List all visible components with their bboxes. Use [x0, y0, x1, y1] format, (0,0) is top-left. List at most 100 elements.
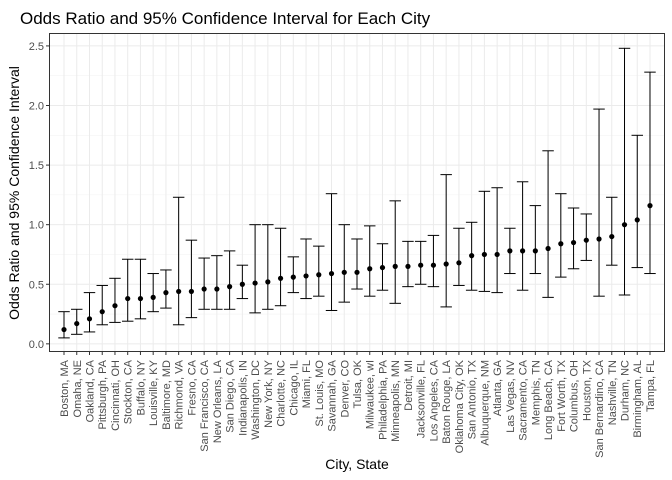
- estimate-point: [188, 288, 194, 295]
- estimate-point: [163, 290, 169, 296]
- x-tick-label: San Francisco, CA: [199, 359, 211, 451]
- error-bar: [427, 234, 440, 288]
- estimate-point: [367, 266, 373, 272]
- error-bar: [121, 258, 134, 322]
- estimate-point: [570, 239, 577, 246]
- x-tick-label: Fort Worth, TX: [556, 359, 568, 431]
- estimate-point: [609, 233, 615, 240]
- error-bar: [351, 238, 363, 290]
- estimate-point: [520, 248, 526, 254]
- error-bar: [274, 227, 287, 307]
- x-axis-title: City, State: [325, 456, 389, 472]
- estimate-point: [418, 262, 424, 268]
- x-tick-label: Tulsa, OK: [352, 359, 364, 408]
- error-bar: [134, 258, 147, 320]
- error-bar: [618, 47, 631, 296]
- error-bar: [567, 207, 580, 270]
- error-bar: [325, 193, 338, 311]
- error-bar: [631, 134, 643, 269]
- estimate-point: [252, 280, 258, 286]
- error-bar: [147, 273, 159, 313]
- x-tick-label: Durham, NC: [620, 360, 632, 421]
- error-bars: [58, 47, 656, 339]
- y-tick-label: 0.0: [29, 339, 44, 351]
- x-tick-label: Memphis, TN: [530, 360, 542, 425]
- estimate-point: [277, 275, 284, 281]
- estimate-point: [443, 261, 449, 267]
- y-tick-label: 0.5: [29, 279, 44, 291]
- x-tick-label: Birmingham, AL: [632, 360, 644, 438]
- x-tick-label: San Diego, CA: [225, 359, 237, 432]
- estimate-point: [265, 279, 271, 285]
- estimate-point: [290, 274, 296, 280]
- estimate-point: [201, 286, 207, 292]
- estimate-point: [86, 316, 93, 322]
- error-bar: [223, 250, 236, 310]
- grid-lines: [50, 34, 664, 351]
- estimate-point: [112, 303, 118, 309]
- error-bar: [516, 181, 529, 291]
- error-bar: [555, 193, 567, 278]
- error-bar: [453, 227, 465, 286]
- estimate-point: [621, 222, 628, 228]
- x-tick-label: Boston, MA: [59, 359, 71, 417]
- error-bar: [71, 308, 83, 335]
- x-tick-label: Jacksonville, FL: [416, 360, 428, 438]
- error-bar: [504, 227, 516, 275]
- estimate-point: [239, 281, 245, 287]
- estimate-point: [430, 262, 437, 268]
- x-tick-label: Chicago, IL: [288, 360, 300, 416]
- estimate-point: [61, 326, 67, 333]
- estimate-point: [137, 295, 144, 302]
- x-tick-label: Denver, CO: [339, 360, 351, 418]
- estimate-point: [303, 273, 309, 279]
- x-tick-label: Columbus, OH: [569, 360, 581, 432]
- x-tick-label: Las Vegas, NV: [505, 359, 517, 432]
- error-bar: [478, 190, 491, 292]
- y-tick-label: 1.5: [29, 160, 44, 172]
- estimate-point: [341, 269, 347, 275]
- estimate-point: [405, 263, 411, 269]
- x-tick-label: Detroit, MI: [403, 360, 415, 411]
- error-bar: [172, 196, 185, 326]
- error-bar: [249, 224, 261, 314]
- error-bar: [338, 224, 350, 303]
- x-tick-label: Los Angeles, CA: [428, 359, 440, 441]
- x-tick-label: Washington, DC: [250, 360, 262, 440]
- error-bar: [58, 311, 70, 339]
- estimate-point: [354, 269, 360, 275]
- error-bar: [185, 239, 198, 319]
- x-tick-label: St. Louis, MO: [314, 360, 326, 427]
- x-axis: Boston, MA Omaha, NE Oakland, CA Pittsburgh…: [59, 351, 657, 458]
- x-tick-label: Baltimore, MD: [161, 360, 173, 430]
- error-bar: [364, 225, 376, 297]
- error-bar: [414, 240, 427, 285]
- error-bar: [440, 174, 452, 308]
- x-tick-label: Indianapolis, IN: [237, 360, 249, 436]
- x-tick-label: Louisville, KY: [148, 359, 160, 426]
- error-bar: [96, 284, 108, 326]
- error-bar: [160, 269, 172, 309]
- estimate-point: [176, 288, 182, 295]
- error-bar: [593, 108, 605, 297]
- estimate-point: [379, 264, 386, 271]
- x-tick-label: Minneapolis, MN: [390, 360, 402, 442]
- estimate-point: [328, 270, 335, 277]
- estimate-point: [316, 272, 322, 278]
- y-tick-label: 1.0: [29, 220, 44, 232]
- estimate-point: [532, 248, 538, 254]
- y-axis: 0.0 0.5 1.0 1.5 2.0 2.5: [29, 41, 50, 351]
- estimate-point: [150, 294, 156, 300]
- estimate-point: [214, 286, 220, 292]
- x-tick-label: Savannah, GA: [327, 359, 339, 431]
- error-bar: [529, 205, 542, 275]
- x-tick-label: Baton Rouge, LA: [441, 359, 453, 443]
- x-tick-label: New Orleans, LA: [212, 359, 224, 443]
- estimate-point: [583, 237, 589, 243]
- error-bar: [491, 187, 503, 294]
- estimate-point: [469, 253, 475, 259]
- estimate-point: [481, 251, 487, 258]
- error-bar: [83, 292, 96, 333]
- error-bar: [376, 243, 389, 291]
- error-bar: [644, 71, 656, 275]
